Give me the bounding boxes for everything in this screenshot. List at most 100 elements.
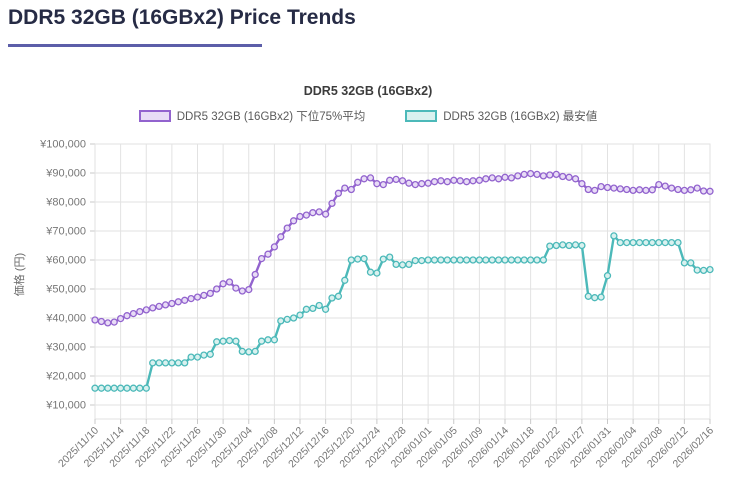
data-point[interactable] — [116, 314, 125, 323]
data-point[interactable] — [296, 311, 304, 319]
data-point[interactable] — [341, 184, 349, 192]
data-point[interactable] — [405, 179, 413, 187]
data-point[interactable] — [302, 211, 311, 219]
data-point[interactable] — [629, 186, 637, 195]
data-point[interactable] — [667, 238, 676, 247]
data-point[interactable] — [667, 184, 676, 192]
data-point[interactable] — [706, 187, 714, 195]
data-point[interactable] — [539, 172, 548, 180]
data-point[interactable] — [392, 260, 400, 269]
data-point[interactable] — [616, 185, 624, 193]
data-point[interactable] — [687, 259, 695, 267]
data-point[interactable] — [565, 241, 573, 250]
data-point[interactable] — [289, 314, 298, 322]
data-point[interactable] — [373, 269, 381, 277]
data-point[interactable] — [251, 347, 259, 356]
data-point[interactable] — [443, 256, 451, 264]
data-point[interactable] — [315, 208, 323, 216]
data-point[interactable] — [219, 337, 227, 345]
data-point[interactable] — [552, 241, 560, 250]
data-point[interactable] — [456, 177, 464, 185]
data-point[interactable] — [693, 266, 701, 274]
data-point[interactable] — [104, 319, 112, 327]
data-point[interactable] — [591, 186, 599, 195]
data-point[interactable] — [655, 238, 663, 247]
data-point[interactable] — [488, 256, 496, 264]
data-point[interactable] — [469, 177, 477, 185]
data-point[interactable] — [424, 179, 432, 187]
data-point[interactable] — [597, 182, 605, 191]
data-point[interactable] — [469, 256, 477, 264]
data-point[interactable] — [591, 294, 599, 302]
data-point[interactable] — [571, 175, 580, 183]
data-point[interactable] — [187, 353, 195, 361]
data-point[interactable] — [328, 294, 336, 302]
data-point[interactable] — [277, 317, 285, 325]
data-point[interactable] — [398, 261, 407, 269]
data-point[interactable] — [462, 256, 471, 264]
data-point[interactable] — [379, 255, 387, 263]
data-point[interactable] — [328, 199, 336, 208]
data-point[interactable] — [661, 238, 669, 247]
data-point[interactable] — [706, 265, 714, 274]
data-point[interactable] — [680, 186, 689, 195]
data-point[interactable] — [526, 256, 535, 264]
data-point[interactable] — [225, 278, 234, 286]
data-point[interactable] — [168, 299, 176, 308]
data-point[interactable] — [283, 224, 291, 232]
data-point[interactable] — [347, 185, 355, 194]
data-point[interactable] — [386, 176, 394, 184]
data-point[interactable] — [687, 186, 695, 194]
data-point[interactable] — [418, 180, 426, 188]
data-point[interactable] — [354, 255, 362, 263]
data-point[interactable] — [110, 318, 118, 326]
data-point[interactable] — [559, 241, 567, 249]
data-point[interactable] — [245, 285, 253, 294]
data-point[interactable] — [584, 292, 592, 300]
data-point[interactable] — [123, 384, 131, 392]
data-point[interactable] — [270, 336, 279, 344]
data-point[interactable] — [450, 256, 458, 264]
legend-item-avg75[interactable]: DDR5 32GB (16GBx2) 下位75%平均 — [138, 108, 365, 124]
data-point[interactable] — [149, 359, 157, 367]
data-point[interactable] — [257, 254, 266, 263]
data-point[interactable] — [155, 359, 163, 367]
data-point[interactable] — [546, 171, 554, 179]
data-point[interactable] — [648, 186, 656, 194]
data-point[interactable] — [366, 174, 375, 182]
data-point[interactable] — [610, 232, 618, 240]
data-point[interactable] — [264, 250, 272, 258]
data-point[interactable] — [321, 305, 330, 313]
data-point[interactable] — [142, 306, 150, 314]
data-point[interactable] — [578, 180, 586, 188]
data-point[interactable] — [482, 175, 490, 183]
data-point[interactable] — [257, 337, 266, 345]
data-point[interactable] — [623, 185, 631, 194]
data-point[interactable] — [584, 185, 592, 194]
data-point[interactable] — [302, 305, 311, 313]
data-point[interactable] — [354, 178, 362, 186]
data-point[interactable] — [136, 384, 144, 392]
data-point[interactable] — [232, 284, 240, 292]
data-point[interactable] — [232, 337, 240, 345]
data-point[interactable] — [270, 243, 279, 251]
data-point[interactable] — [642, 238, 650, 247]
data-point[interactable] — [309, 304, 317, 313]
data-point[interactable] — [97, 317, 106, 326]
data-point[interactable] — [206, 289, 214, 298]
data-point[interactable] — [398, 177, 407, 185]
data-point[interactable] — [238, 347, 246, 356]
data-point[interactable] — [168, 359, 176, 367]
data-point[interactable] — [603, 183, 612, 192]
data-point[interactable] — [507, 174, 516, 182]
data-point[interactable] — [334, 292, 343, 300]
data-point[interactable] — [411, 180, 419, 189]
data-point[interactable] — [514, 172, 522, 180]
data-point[interactable] — [238, 287, 246, 295]
data-point[interactable] — [206, 350, 214, 358]
data-point[interactable] — [546, 242, 554, 250]
data-point[interactable] — [200, 351, 208, 359]
data-point[interactable] — [411, 256, 419, 265]
data-point[interactable] — [213, 338, 221, 346]
data-point[interactable] — [379, 180, 387, 189]
